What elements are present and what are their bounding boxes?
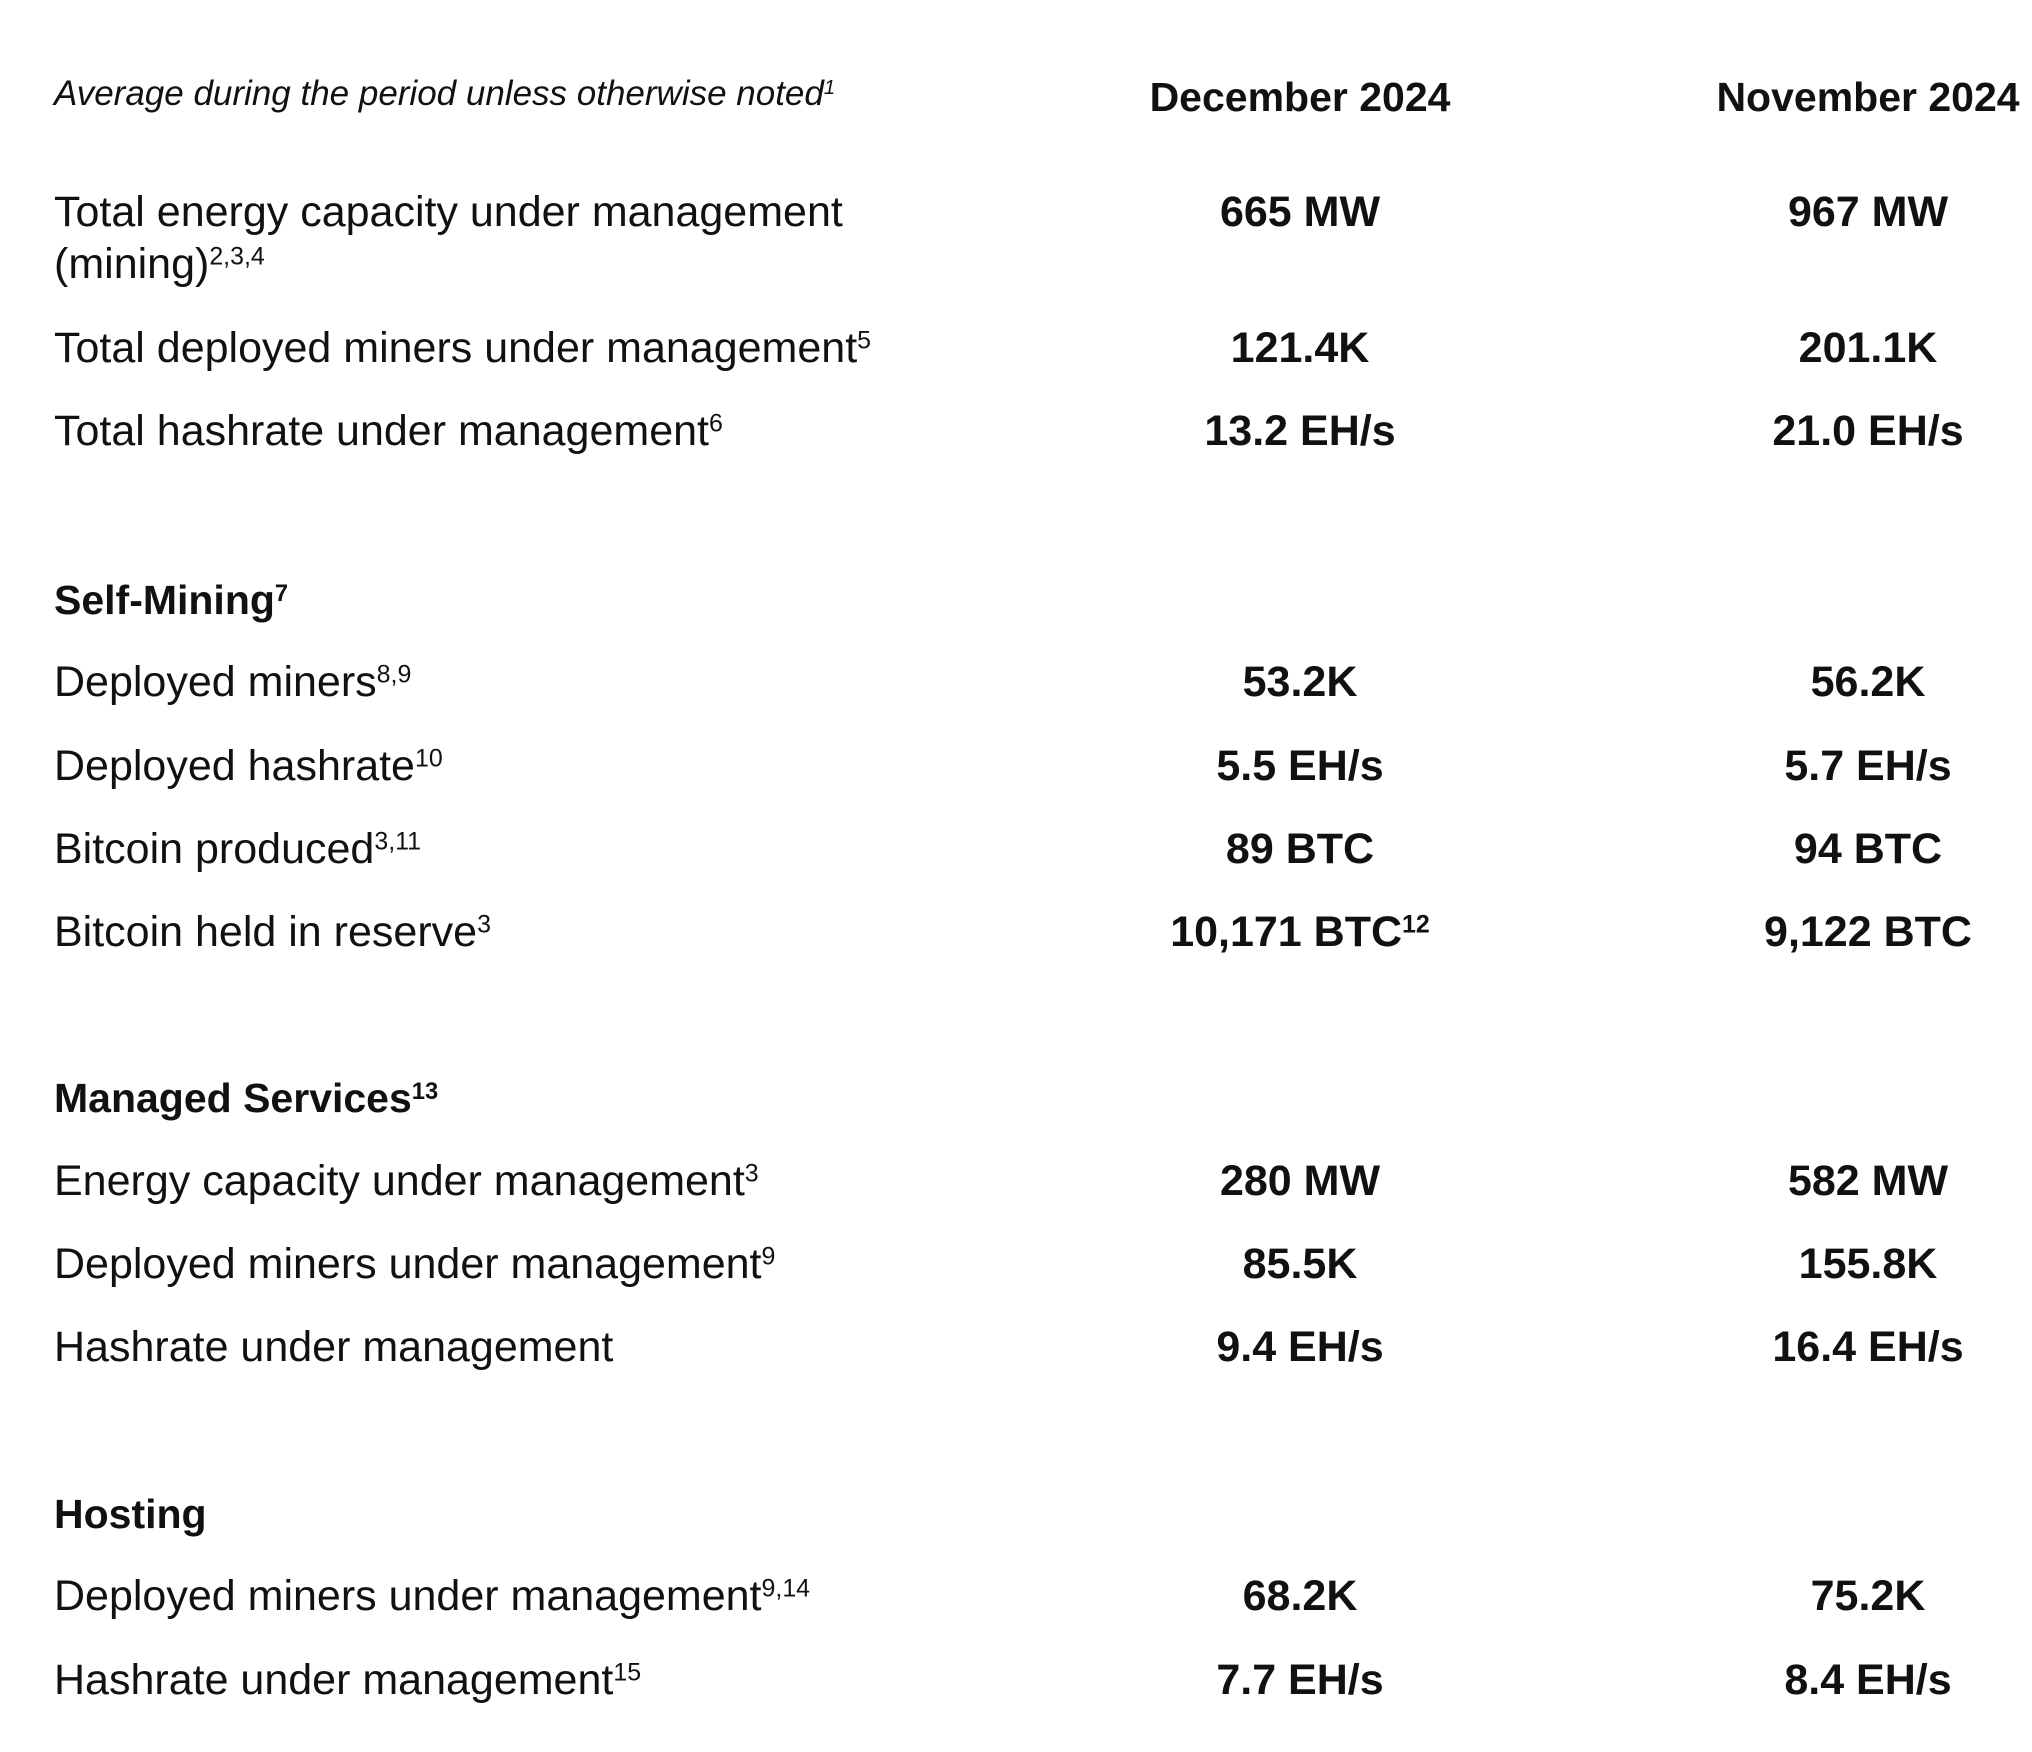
row-label-text: Total energy capacity under management (…: [54, 188, 843, 288]
december-value: 121.4K: [1080, 322, 1520, 374]
december-value: 68.2K: [1080, 1570, 1520, 1622]
december-value: 665 MW: [1080, 186, 1520, 238]
december-value: 9.4 EH/s: [1080, 1321, 1520, 1373]
footnote-ref: 8,9: [376, 660, 412, 689]
section-title-text: Managed Services: [54, 1075, 412, 1121]
row-label: Deployed miners8,9: [54, 656, 411, 708]
november-value: 582 MW: [1787, 1157, 1949, 1205]
footnote-ref: 7: [274, 579, 289, 607]
table-row: Deployed hashrate10 5.5 EH/s 5.7 EH/s: [54, 740, 2014, 800]
section-title-hosting: Hosting: [54, 1488, 207, 1540]
row-label-text: Deployed miners: [54, 658, 377, 706]
row-label-text: Deployed miners under management: [54, 1572, 762, 1620]
table-row: Energy capacity under management3 280 MW…: [54, 1155, 2014, 1215]
row-label: Total deployed miners under management5: [54, 322, 871, 374]
november-value: 16.4 EH/s: [1772, 1323, 1964, 1371]
table-row: Deployed miners under management9,14 68.…: [54, 1570, 2014, 1630]
table-row: Bitcoin produced3,11 89 BTC 94 BTC: [54, 823, 2014, 883]
november-value: 155.8K: [1798, 1240, 1938, 1288]
november-value: 201.1K: [1798, 324, 1938, 372]
section-title-self-mining: Self-Mining7: [54, 574, 288, 626]
value-text: 280 MW: [1219, 1157, 1381, 1205]
december-value: 5.5 EH/s: [1080, 740, 1520, 792]
december-value: 53.2K: [1080, 656, 1520, 708]
value-text: 10,171 BTC: [1170, 908, 1403, 956]
value-text: 68.2K: [1242, 1572, 1358, 1620]
november-value: 56.2K: [1810, 658, 1926, 706]
row-label: Total hashrate under management6: [54, 405, 723, 457]
column-header-december: December 2024: [1149, 74, 1451, 120]
value-text: 13.2 EH/s: [1204, 407, 1396, 455]
footnote-ref: 12: [1402, 910, 1430, 939]
table-row: Total hashrate under management6 13.2 EH…: [54, 405, 2014, 465]
section-title-managed-services: Managed Services13: [54, 1072, 438, 1124]
row-label: Bitcoin produced3,11: [54, 823, 421, 875]
table-row: Total deployed miners under management5 …: [54, 322, 2014, 382]
november-value: 94 BTC: [1793, 825, 1943, 873]
november-value: 9,122 BTC: [1764, 908, 1972, 956]
row-label: Bitcoin held in reserve3: [54, 906, 491, 958]
row-label-text: Total deployed miners under management: [54, 324, 858, 372]
row-label: Deployed miners under management9: [54, 1238, 775, 1290]
footnote-ref: 3,11: [374, 827, 422, 856]
row-label-text: Hashrate under management: [54, 1323, 614, 1371]
row-label-text: Energy capacity under management: [54, 1157, 745, 1205]
value-text: 5.5 EH/s: [1216, 742, 1384, 790]
footnote-ref: 9: [761, 1242, 776, 1271]
column-header-november: November 2024: [1716, 74, 2020, 120]
footnote-ref: 5: [857, 326, 872, 355]
footnote-ref: 3: [477, 910, 491, 939]
footnote-ref: 1: [823, 76, 836, 99]
footnote-ref: 3: [744, 1159, 759, 1188]
footnote-ref: 2,3,4: [209, 242, 265, 271]
table-header-note: Average during the period unless otherwi…: [54, 74, 835, 114]
section-title-text: Self-Mining: [54, 577, 275, 623]
value-text: 665 MW: [1219, 188, 1381, 236]
value-text: 85.5K: [1242, 1240, 1358, 1288]
value-text: 53.2K: [1242, 658, 1358, 706]
november-value: 75.2K: [1810, 1572, 1926, 1620]
november-value: 8.4 EH/s: [1784, 1656, 1952, 1704]
row-label: Total energy capacity under management (…: [54, 186, 914, 290]
row-label-text: Deployed hashrate: [54, 742, 415, 790]
table-row: Hashrate under management 9.4 EH/s 16.4 …: [54, 1321, 2014, 1381]
value-text: 89 BTC: [1225, 825, 1375, 873]
row-label: Hashrate under management: [54, 1321, 613, 1373]
november-value: 967 MW: [1787, 188, 1949, 236]
table-row: Total energy capacity under management (…: [54, 186, 2014, 288]
table-row: Bitcoin held in reserve3 10,171 BTC12 9,…: [54, 906, 2014, 966]
footnote-ref: 13: [411, 1077, 439, 1105]
header-note-text: Average during the period unless otherwi…: [54, 74, 824, 113]
row-label-text: Deployed miners under management: [54, 1240, 762, 1288]
table-row: Hashrate under management15 7.7 EH/s 8.4…: [54, 1654, 2014, 1714]
footnote-ref: 9,14: [761, 1574, 811, 1603]
december-value: 10,171 BTC12: [1080, 906, 1520, 958]
row-label: Deployed hashrate10: [54, 740, 443, 792]
row-label-text: Total hashrate under management: [54, 407, 709, 455]
row-label: Deployed miners under management9,14: [54, 1570, 810, 1622]
section-title-text: Hosting: [54, 1491, 207, 1537]
december-value: 89 BTC: [1080, 823, 1520, 875]
footnote-ref: 10: [414, 744, 443, 773]
december-value: 280 MW: [1080, 1155, 1520, 1207]
value-text: 9.4 EH/s: [1216, 1323, 1384, 1371]
table-row: Deployed miners under management9 85.5K …: [54, 1238, 2014, 1298]
row-label-text: Bitcoin produced: [54, 825, 375, 873]
december-value: 13.2 EH/s: [1080, 405, 1520, 457]
row-label-text: Bitcoin held in reserve: [54, 908, 478, 956]
table-row: Deployed miners8,9 53.2K 56.2K: [54, 656, 2014, 716]
november-value: 5.7 EH/s: [1784, 742, 1952, 790]
december-value: 7.7 EH/s: [1080, 1654, 1520, 1706]
november-value: 21.0 EH/s: [1772, 407, 1964, 455]
row-label: Energy capacity under management3: [54, 1155, 759, 1207]
row-label: Hashrate under management15: [54, 1654, 641, 1706]
footnote-ref: 6: [708, 409, 723, 438]
footnote-ref: 15: [613, 1658, 642, 1687]
value-text: 121.4K: [1230, 324, 1370, 372]
row-label-text: Hashrate under management: [54, 1656, 614, 1704]
december-value: 85.5K: [1080, 1238, 1520, 1290]
value-text: 7.7 EH/s: [1216, 1656, 1384, 1704]
